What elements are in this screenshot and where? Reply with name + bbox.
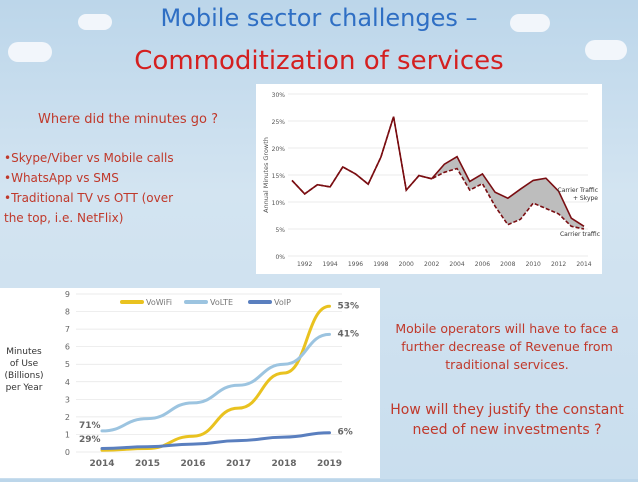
revenue-statement: Mobile operators will have to face a fur… — [386, 320, 628, 374]
x-tick-label: 2002 — [424, 261, 439, 268]
legend-label: VoIP — [274, 298, 291, 307]
minutes-of-use-svg: 0 1 2 3 4 5 6 7 8 9 2014 2015 2016 2017 2018 2019 Minute… — [4, 290, 360, 469]
y-axis-label: per Year — [6, 383, 43, 393]
minutes-growth-chart: 0% 5% 10% 15% 20% 25% 30% 1992 1994 1996 1998 2000 2… — [256, 84, 602, 274]
y-tick-label: 30% — [272, 92, 286, 99]
cloud-decoration — [585, 40, 627, 60]
y-axis-label: Annual Minutes Growth — [262, 137, 270, 213]
legend-label: VoWiFi — [146, 298, 172, 307]
series-line-voip — [100, 431, 331, 450]
legend-label: VoLTE — [210, 298, 233, 307]
x-tick-label: 2006 — [475, 261, 490, 268]
y-axis-label: of Use — [10, 359, 39, 369]
x-tick-label: 2012 — [551, 261, 566, 268]
x-tick-label: 2008 — [500, 261, 515, 268]
y-tick-label: 5% — [275, 227, 285, 234]
x-tick-label: 1994 — [322, 261, 337, 268]
series-line-carrier-plus-skype — [291, 116, 585, 227]
start-label: 29% — [79, 435, 101, 445]
cloud-decoration — [78, 14, 112, 30]
y-tick-label: 4 — [65, 378, 70, 387]
end-label: 53% — [338, 301, 360, 311]
y-tick-label: 3 — [65, 395, 70, 404]
y-tick-label: 9 — [65, 290, 70, 299]
statement-line: Mobile operators will have to face a — [395, 321, 619, 336]
gap-area — [292, 116, 584, 229]
minutes-of-use-chart: 0 1 2 3 4 5 6 7 8 9 2014 2015 2016 2017 2018 2019 Minute… — [0, 288, 380, 478]
x-tick-label: 1992 — [297, 261, 312, 268]
y-tick-label: 15% — [272, 173, 286, 180]
series-line-vowifi — [100, 304, 331, 452]
x-tick-label: 2004 — [449, 261, 464, 268]
cloud-decoration — [510, 14, 550, 32]
left-question: Where did the minutes go ? — [38, 112, 218, 127]
question-line: How will they justify the constant — [390, 402, 624, 418]
x-tick-label: 2014 — [576, 261, 591, 268]
x-tick-label: 2019 — [317, 459, 342, 469]
y-tick-label: 2 — [65, 413, 70, 422]
y-tick-label: 10% — [272, 200, 286, 207]
y-axis-label: Minutes — [6, 347, 42, 357]
bullet-1: •Skype/Viber vs Mobile calls — [4, 151, 174, 165]
x-tick-label: 2017 — [226, 459, 251, 469]
slide-title-line2: Commoditization of services — [134, 46, 504, 76]
x-tick-label: 2018 — [271, 459, 296, 469]
y-tick-label: 5 — [65, 360, 70, 369]
bullet-2: •WhatsApp vs SMS — [4, 171, 119, 185]
slide-title-line1: Mobile sector challenges – — [160, 4, 478, 32]
end-label: 6% — [338, 428, 353, 438]
series-line-carrier — [291, 116, 585, 230]
y-tick-label: 20% — [272, 146, 286, 153]
bullet-3: •Traditional TV vs OTT (over — [4, 191, 174, 205]
y-tick-label: 8 — [65, 308, 70, 317]
x-tick-label: 1996 — [348, 261, 363, 268]
y-tick-label: 25% — [272, 119, 286, 126]
x-tick-label: 1998 — [373, 261, 388, 268]
bullet-3-continued: the top, i.e. NetFlix) — [4, 211, 124, 225]
minutes-growth-svg: 0% 5% 10% 15% 20% 25% 30% 1992 1994 1996 1998 2000 2… — [262, 92, 600, 268]
x-tick-label: 2010 — [526, 261, 541, 268]
y-tick-label: 6 — [65, 343, 70, 352]
question-line: need of new investments ? — [412, 422, 602, 438]
x-tick-label: 2016 — [180, 459, 205, 469]
y-tick-label: 0 — [65, 448, 70, 457]
start-label: 71% — [79, 421, 101, 431]
x-tick-label: 2014 — [89, 459, 114, 469]
y-tick-label: 1 — [65, 430, 70, 439]
y-axis-label: (Billions) — [4, 371, 43, 381]
cloud-decoration — [8, 42, 52, 62]
series-label: + Skype — [573, 195, 598, 202]
statement-line: traditional services. — [445, 357, 569, 372]
end-label: 41% — [338, 329, 360, 339]
x-tick-label: 2000 — [399, 261, 414, 268]
series-line-volte — [100, 332, 331, 433]
series-label: Carrier Traffic — [558, 187, 598, 194]
investment-question: How will they justify the constant need … — [386, 400, 628, 440]
statement-line: further decrease of Revenue from — [401, 339, 613, 354]
x-tick-label: 2015 — [135, 459, 160, 469]
series-label: Carrier traffic — [560, 231, 600, 238]
y-tick-label: 0% — [275, 254, 285, 261]
y-tick-label: 7 — [65, 325, 70, 334]
